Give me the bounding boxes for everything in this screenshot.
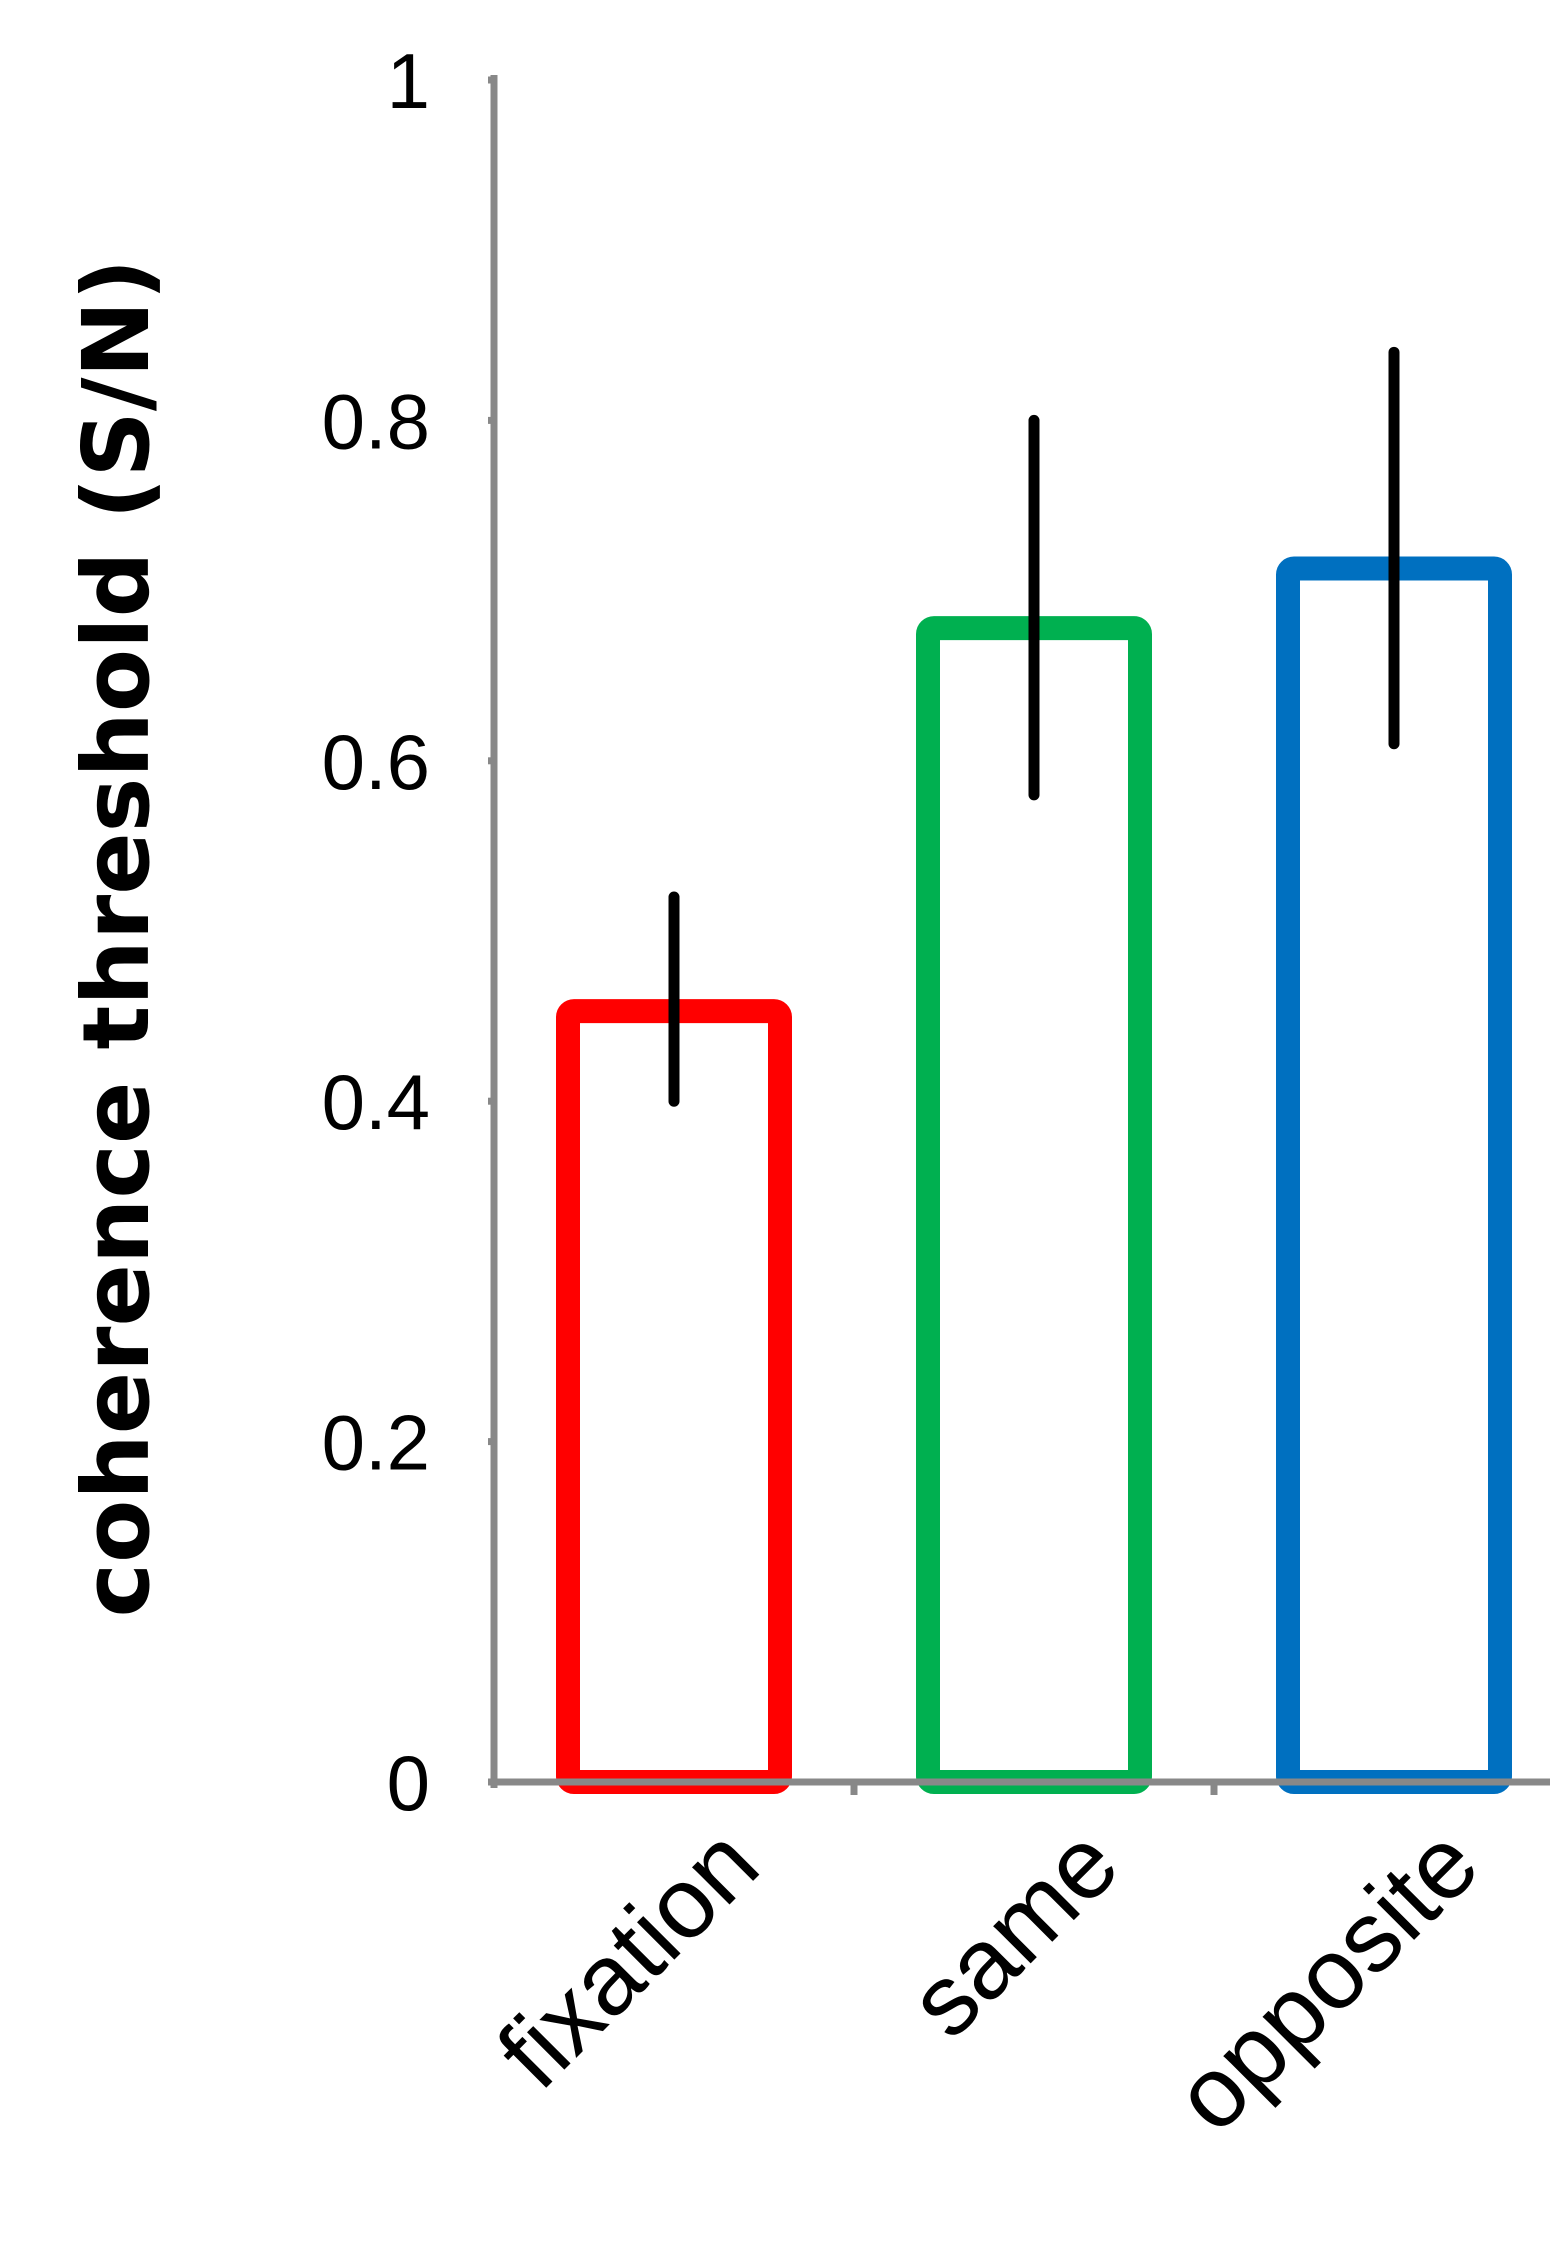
y-tick-label: 0.2	[322, 1399, 430, 1487]
y-tick-label: 1	[387, 37, 430, 125]
y-axis-title: coherence threshold (S/N)	[63, 259, 170, 1618]
x-tick-label-same: same	[887, 1806, 1139, 2058]
y-ticks-layer: 0 0.2 0.4 0.6 0.8 1	[322, 37, 430, 1827]
bar-opposite	[1276, 556, 1512, 1794]
bar-same	[916, 616, 1152, 1794]
x-tick-label-opposite: opposite	[1153, 1806, 1500, 2153]
y-axis-title-group: coherence threshold (S/N)	[63, 259, 170, 1618]
error-bars-layer	[668, 346, 1400, 1107]
y-tick-label: 0.6	[322, 718, 430, 806]
y-tick-label: 0.4	[322, 1058, 430, 1146]
x-tick-label-fixation: fixation	[476, 1806, 779, 2109]
y-tick-label: 0.8	[322, 377, 430, 465]
bar-fixation	[556, 999, 792, 1794]
y-tick-label: 0	[387, 1739, 430, 1827]
x-labels-layer: fixation same opposite	[476, 1806, 1499, 2153]
axes-layer	[488, 75, 1550, 1795]
